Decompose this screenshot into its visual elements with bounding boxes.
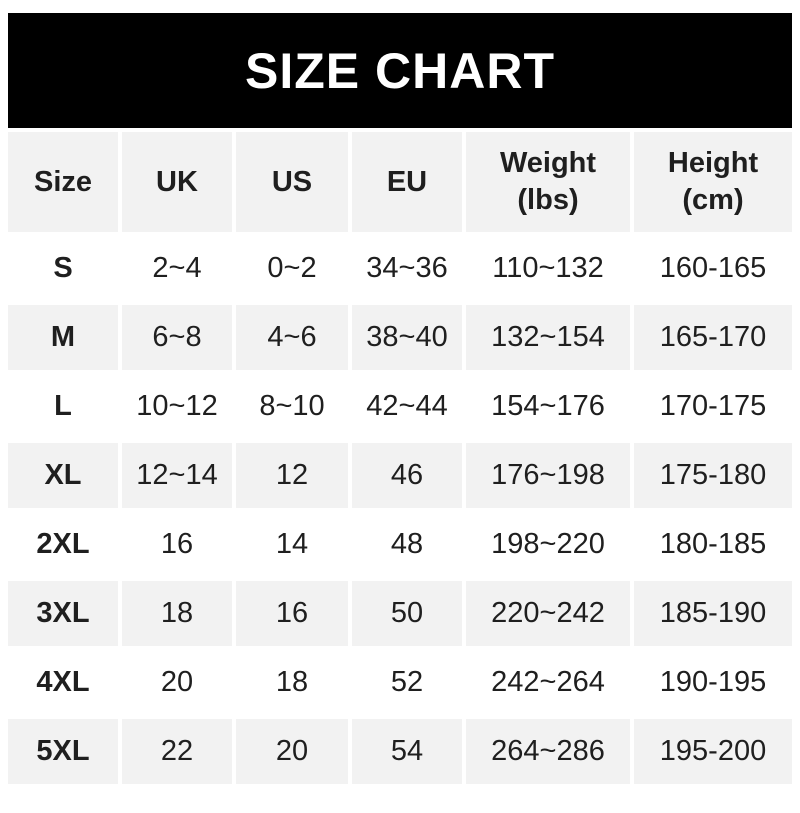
cell-weight: 110~132 (466, 236, 630, 301)
table-row: 3XL 18 16 50 220~242 185-190 (8, 581, 792, 646)
column-header-height-unit: (cm) (682, 184, 744, 216)
cell-eu: 52 (352, 650, 462, 715)
cell-weight: 176~198 (466, 443, 630, 508)
cell-eu: 38~40 (352, 305, 462, 370)
cell-uk: 6~8 (122, 305, 232, 370)
column-header-weight-unit: (lbs) (517, 184, 579, 216)
cell-height: 185-190 (634, 581, 792, 646)
cell-size: 4XL (8, 650, 118, 715)
column-header-height: Height (cm) (634, 132, 792, 232)
cell-eu: 34~36 (352, 236, 462, 301)
column-header-height-label: Height (667, 147, 759, 179)
cell-size: M (8, 305, 118, 370)
cell-uk: 18 (122, 581, 232, 646)
cell-height: 175-180 (634, 443, 792, 508)
table-row: 2XL 16 14 48 198~220 180-185 (8, 512, 792, 577)
cell-uk: 10~12 (122, 374, 232, 439)
cell-us: 4~6 (236, 305, 348, 370)
cell-height: 190-195 (634, 650, 792, 715)
cell-uk: 16 (122, 512, 232, 577)
cell-size: S (8, 236, 118, 301)
column-header-eu: EU (352, 132, 462, 232)
column-header-us: US (236, 132, 348, 232)
cell-height: 195-200 (634, 719, 792, 784)
cell-size: 2XL (8, 512, 118, 577)
column-header-uk: UK (122, 132, 232, 232)
cell-weight: 264~286 (466, 719, 630, 784)
cell-size: XL (8, 443, 118, 508)
cell-weight: 132~154 (466, 305, 630, 370)
cell-uk: 12~14 (122, 443, 232, 508)
cell-eu: 46 (352, 443, 462, 508)
cell-height: 160-165 (634, 236, 792, 301)
cell-us: 14 (236, 512, 348, 577)
cell-weight: 154~176 (466, 374, 630, 439)
size-chart-page: SIZE CHART Size UK US EU Weight (lbs) He… (0, 13, 800, 788)
cell-height: 170-175 (634, 374, 792, 439)
table-row: M 6~8 4~6 38~40 132~154 165-170 (8, 305, 792, 370)
cell-size: L (8, 374, 118, 439)
cell-eu: 54 (352, 719, 462, 784)
cell-uk: 20 (122, 650, 232, 715)
cell-weight: 198~220 (466, 512, 630, 577)
cell-height: 165-170 (634, 305, 792, 370)
table-row: XL 12~14 12 46 176~198 175-180 (8, 443, 792, 508)
cell-eu: 42~44 (352, 374, 462, 439)
table-row: S 2~4 0~2 34~36 110~132 160-165 (8, 236, 792, 301)
cell-us: 12 (236, 443, 348, 508)
size-chart-table: Size UK US EU Weight (lbs) Height (cm) S… (4, 128, 796, 788)
cell-height: 180-185 (634, 512, 792, 577)
page-title: SIZE CHART (245, 42, 555, 99)
cell-weight: 220~242 (466, 581, 630, 646)
cell-eu: 50 (352, 581, 462, 646)
cell-weight: 242~264 (466, 650, 630, 715)
cell-uk: 2~4 (122, 236, 232, 301)
cell-us: 0~2 (236, 236, 348, 301)
cell-size: 5XL (8, 719, 118, 784)
column-header-size: Size (8, 132, 118, 232)
header-row: Size UK US EU Weight (lbs) Height (cm) (8, 132, 792, 232)
cell-eu: 48 (352, 512, 462, 577)
cell-size: 3XL (8, 581, 118, 646)
table-row: 4XL 20 18 52 242~264 190-195 (8, 650, 792, 715)
cell-uk: 22 (122, 719, 232, 784)
table-row: L 10~12 8~10 42~44 154~176 170-175 (8, 374, 792, 439)
table-row: 5XL 22 20 54 264~286 195-200 (8, 719, 792, 784)
cell-us: 16 (236, 581, 348, 646)
cell-us: 8~10 (236, 374, 348, 439)
column-header-weight: Weight (lbs) (466, 132, 630, 232)
cell-us: 18 (236, 650, 348, 715)
cell-us: 20 (236, 719, 348, 784)
column-header-weight-label: Weight (499, 147, 597, 179)
size-chart-banner: SIZE CHART (8, 13, 792, 128)
